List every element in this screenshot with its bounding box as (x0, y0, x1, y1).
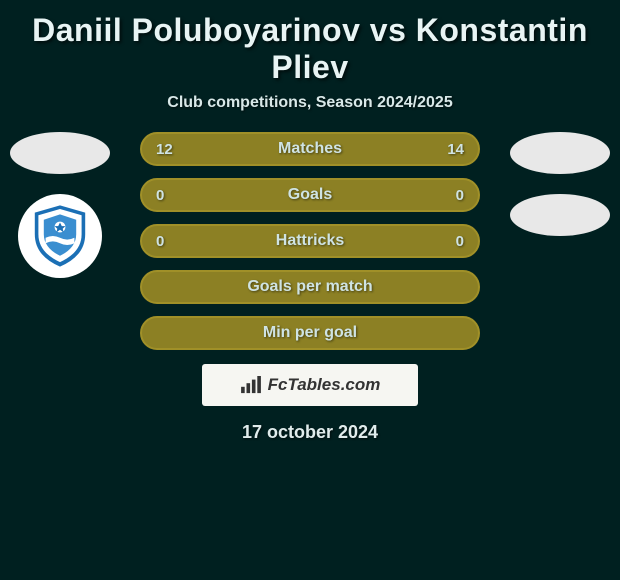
stat-label: Hattricks (276, 232, 344, 250)
stat-right-value: 0 (444, 187, 464, 204)
date-text: 17 october 2024 (10, 422, 610, 443)
main-content: 12 Matches 14 0 Goals 0 0 Hattricks 0 Goals per m… (0, 132, 620, 443)
page-title: Daniil Poluboyarinov vs Konstantin Pliev (0, 0, 620, 90)
stat-row: 0 Hattricks 0 (140, 224, 480, 258)
stat-left-value: 0 (156, 233, 176, 250)
stat-right-value: 14 (444, 141, 464, 158)
page-subtitle: Club competitions, Season 2024/2025 (0, 90, 620, 132)
stat-label: Min per goal (263, 324, 357, 342)
club-left-badge (18, 194, 102, 278)
watermark-text: FcTables.com (268, 375, 381, 395)
stats-table: 12 Matches 14 0 Goals 0 0 Hattricks 0 Goals per m… (140, 132, 480, 350)
stat-row: 12 Matches 14 (140, 132, 480, 166)
stat-label: Matches (278, 140, 342, 158)
stat-row: Min per goal (140, 316, 480, 350)
stat-label: Goals (288, 186, 332, 204)
player-left-avatar (10, 132, 110, 174)
player-right-avatar (510, 132, 610, 174)
stat-row: 0 Goals 0 (140, 178, 480, 212)
player-left-column (10, 132, 110, 278)
stat-left-value: 0 (156, 187, 176, 204)
shield-icon (24, 200, 96, 272)
club-right-badge (510, 194, 610, 236)
stat-right-value: 0 (444, 233, 464, 250)
stat-row: Goals per match (140, 270, 480, 304)
watermark: FcTables.com (202, 364, 418, 406)
player-right-column (510, 132, 610, 236)
stat-label: Goals per match (247, 278, 372, 296)
bar-chart-icon (240, 376, 262, 394)
stat-left-value: 12 (156, 141, 176, 158)
